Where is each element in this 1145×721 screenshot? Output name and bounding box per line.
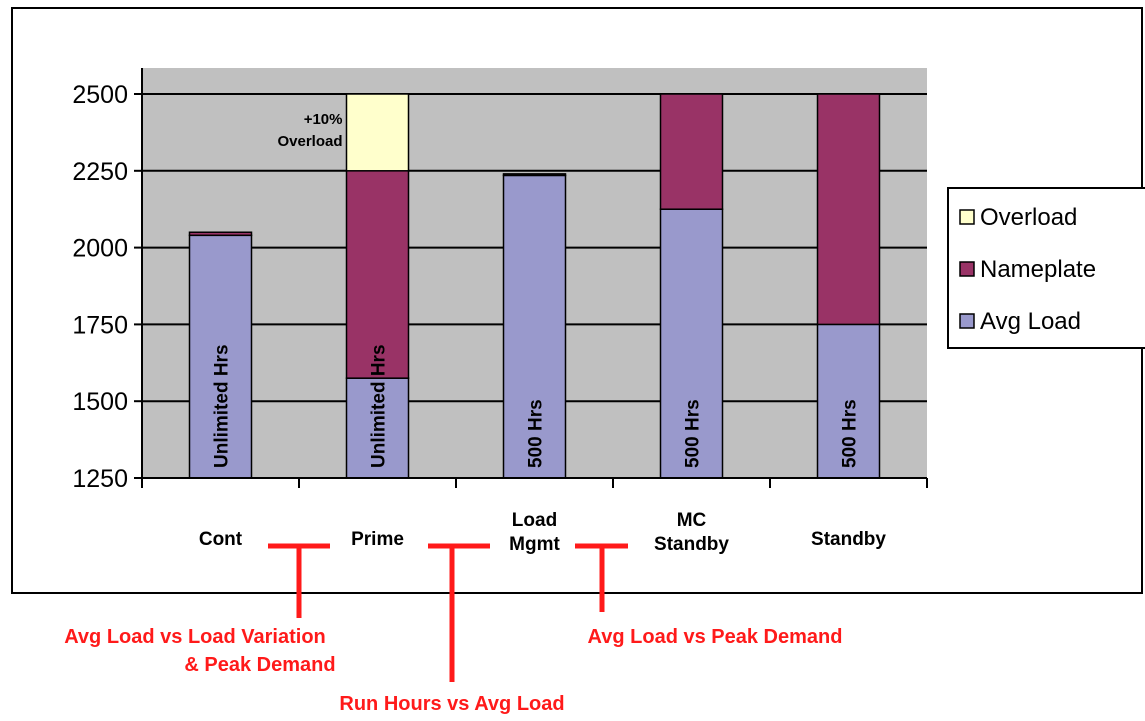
legend: Overload Nameplate Avg Load	[947, 187, 1145, 349]
x-category-label: Standby	[654, 534, 729, 555]
bar-segment-overload	[345, 93, 410, 172]
bar-segment-avg-load	[188, 234, 253, 479]
x-category-label: Mgmt	[509, 534, 560, 555]
y-tick-label: 1750	[72, 311, 128, 339]
legend-box	[947, 187, 1145, 349]
bar-segment-nameplate	[188, 231, 253, 237]
note-label: Run Hours vs Avg Load	[339, 693, 564, 715]
note-label: Avg Load vs Peak Demand	[588, 626, 843, 648]
x-category-label: MC	[677, 510, 707, 531]
legend-item-label: Overload	[980, 204, 1077, 231]
x-category-label: Cont	[199, 529, 243, 550]
note-label: & Peak Demand	[184, 654, 335, 676]
bar-label: Unlimited Hrs	[212, 344, 233, 468]
bar-label: 500 Hrs	[526, 399, 547, 468]
legend-swatch	[959, 313, 975, 329]
x-category-label: Load	[512, 510, 557, 531]
bar-segment-nameplate	[659, 93, 724, 210]
bar-segment-nameplate	[816, 93, 881, 326]
bar-segment-avg-load	[345, 377, 410, 479]
legend-item-label: Avg Load	[980, 308, 1081, 335]
bar-label: 500 Hrs	[840, 399, 861, 468]
y-tick-label: 2250	[72, 158, 128, 186]
bar-label: 500 Hrs	[683, 399, 704, 468]
x-category-label: Prime	[351, 529, 404, 550]
legend-swatch	[959, 261, 975, 277]
plot-area: 1250 1500 1750 2000 2250 2500 Unlimited Hrs Con…	[72, 68, 928, 555]
y-tick-label: 2500	[72, 81, 128, 109]
legend-swatch	[959, 209, 975, 225]
y-tick-label: 1250	[72, 465, 128, 493]
y-tick-label: 1500	[72, 388, 128, 416]
bar-segment-avg-load	[502, 174, 567, 479]
y-tick-label: 2000	[72, 235, 128, 263]
note-label: Avg Load vs Load Variation	[64, 626, 326, 648]
annotation-label: +10%	[304, 111, 343, 128]
legend-item-label: Nameplate	[980, 256, 1096, 283]
bar-segment-nameplate	[345, 170, 410, 379]
annotation-label: Overload	[277, 133, 342, 150]
x-category-label: Standby	[811, 529, 886, 550]
notes: Avg Load vs Load Variation & Peak DemandR…	[64, 543, 843, 715]
bar-segment-nameplate	[502, 173, 567, 177]
bar-segment-avg-load	[816, 323, 881, 479]
bar-label: Unlimited Hrs	[369, 344, 390, 468]
